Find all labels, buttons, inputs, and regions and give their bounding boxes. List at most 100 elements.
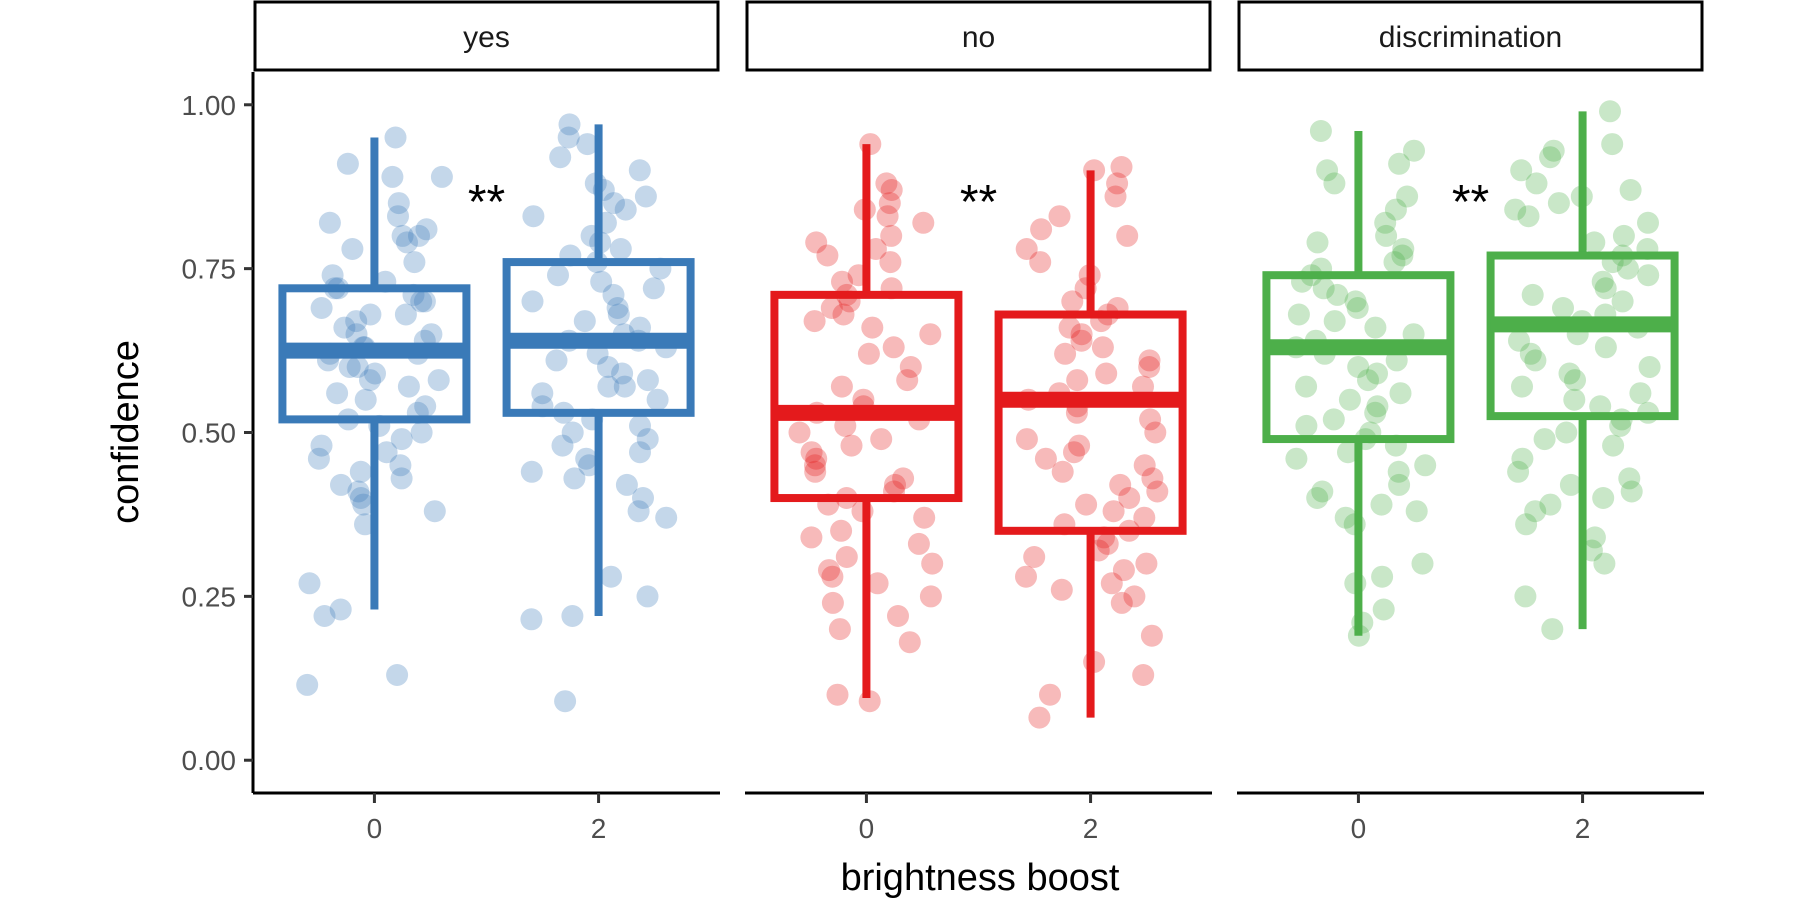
data-point bbox=[318, 211, 341, 234]
data-point bbox=[1015, 565, 1037, 588]
data-point bbox=[1138, 349, 1161, 372]
data-point bbox=[561, 421, 584, 444]
data-point bbox=[346, 356, 369, 378]
data-point bbox=[804, 454, 826, 477]
data-point bbox=[1602, 434, 1625, 457]
data-point bbox=[1591, 270, 1614, 293]
x-tick-label: 2 bbox=[1575, 813, 1591, 844]
data-point bbox=[1592, 487, 1615, 509]
data-point bbox=[1383, 251, 1406, 274]
data-point bbox=[349, 460, 372, 483]
data-point bbox=[1146, 480, 1169, 503]
data-point bbox=[1015, 238, 1038, 260]
data-point bbox=[359, 369, 381, 392]
data-point bbox=[1519, 342, 1542, 365]
data-point bbox=[397, 375, 420, 398]
data-point bbox=[1133, 454, 1156, 477]
data-point bbox=[830, 375, 853, 398]
data-point bbox=[310, 434, 333, 457]
data-point bbox=[389, 454, 412, 477]
data-point bbox=[1337, 441, 1359, 464]
data-point bbox=[384, 126, 407, 149]
data-point bbox=[520, 460, 543, 483]
data-point bbox=[1387, 460, 1410, 483]
data-point bbox=[1411, 552, 1434, 575]
facet-panel-discrimination: discrimination 0 2 ** bbox=[1237, 0, 1704, 844]
x-tick-label: 2 bbox=[1083, 813, 1099, 844]
data-point bbox=[341, 238, 364, 260]
data-point bbox=[1295, 414, 1318, 437]
data-point bbox=[391, 224, 414, 247]
data-point bbox=[561, 605, 584, 627]
data-point bbox=[1034, 447, 1057, 470]
data-point bbox=[1061, 290, 1084, 313]
data-point bbox=[919, 323, 942, 346]
data-point bbox=[545, 349, 568, 372]
data-point bbox=[831, 270, 853, 293]
data-point bbox=[1583, 231, 1606, 254]
data-point bbox=[820, 297, 843, 319]
data-point bbox=[1110, 156, 1133, 178]
data-points bbox=[520, 113, 678, 713]
data-point bbox=[1028, 706, 1051, 729]
facet-strip-label: discrimination bbox=[1379, 21, 1562, 54]
data-point bbox=[1589, 395, 1612, 418]
data-point bbox=[1599, 100, 1621, 123]
data-point bbox=[1559, 473, 1582, 496]
data-point bbox=[410, 290, 433, 313]
data-point bbox=[590, 270, 613, 293]
data-point bbox=[390, 428, 413, 451]
data-point bbox=[866, 572, 889, 595]
box bbox=[1262, 271, 1455, 444]
data-point bbox=[880, 224, 903, 247]
data-point bbox=[1326, 283, 1349, 306]
data-point bbox=[878, 192, 901, 215]
data-point bbox=[1524, 349, 1547, 372]
data-point bbox=[1132, 664, 1155, 686]
data-point bbox=[803, 310, 826, 333]
data-point bbox=[1618, 467, 1641, 490]
y-tick-label: 0.75 bbox=[182, 254, 237, 285]
data-point bbox=[338, 356, 361, 378]
data-point bbox=[430, 165, 453, 188]
data-point bbox=[876, 205, 899, 228]
data-point bbox=[655, 506, 678, 529]
data-point bbox=[1510, 159, 1533, 182]
data-point bbox=[1100, 572, 1123, 595]
data-point bbox=[1388, 473, 1411, 496]
data-point bbox=[898, 631, 921, 654]
data-point bbox=[1593, 552, 1616, 575]
facet-strip bbox=[1237, 0, 1704, 72]
data-point bbox=[800, 526, 823, 549]
data-point bbox=[597, 375, 620, 398]
data-point bbox=[840, 434, 863, 457]
data-point bbox=[410, 421, 433, 444]
data-point bbox=[1109, 473, 1132, 496]
data-point bbox=[1070, 329, 1093, 352]
data-point bbox=[1371, 565, 1394, 588]
data-point bbox=[882, 336, 905, 359]
data-point bbox=[1388, 152, 1411, 175]
data-point bbox=[1075, 493, 1098, 516]
data-point bbox=[394, 303, 417, 326]
data-point bbox=[1110, 591, 1133, 614]
data-point bbox=[600, 565, 622, 588]
data-point bbox=[921, 552, 944, 575]
data-point bbox=[880, 179, 903, 201]
data-point bbox=[531, 382, 554, 405]
data-point bbox=[1357, 369, 1379, 392]
data-point bbox=[547, 264, 569, 287]
data-point bbox=[420, 323, 443, 346]
data-point bbox=[642, 277, 665, 300]
data-point bbox=[919, 585, 942, 608]
data-point bbox=[1306, 487, 1329, 509]
data-point bbox=[349, 487, 372, 509]
data-point bbox=[899, 356, 922, 378]
data-point bbox=[1306, 231, 1329, 254]
data-point bbox=[1138, 356, 1161, 378]
data-point bbox=[423, 500, 446, 523]
data-point bbox=[1539, 493, 1562, 516]
data-point bbox=[1346, 297, 1369, 319]
data-point bbox=[1364, 316, 1387, 339]
